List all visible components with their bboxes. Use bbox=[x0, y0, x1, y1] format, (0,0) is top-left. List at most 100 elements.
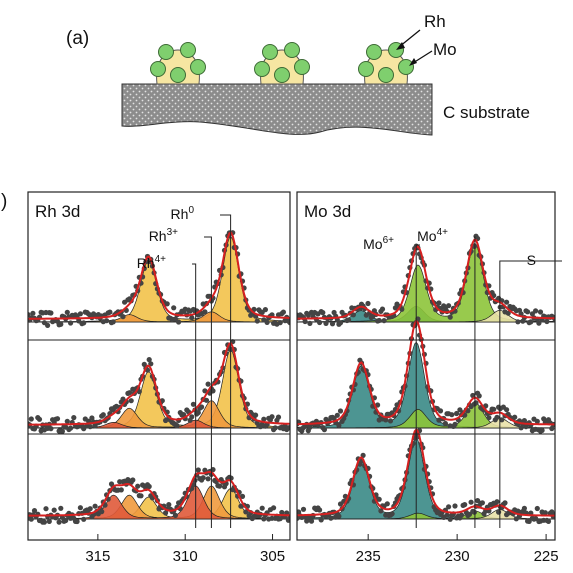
data-point bbox=[376, 496, 382, 502]
data-point bbox=[64, 309, 70, 315]
data-point bbox=[107, 309, 113, 315]
mo-atom bbox=[294, 59, 310, 75]
data-point bbox=[195, 467, 201, 473]
component-peak bbox=[297, 437, 555, 520]
data-point bbox=[512, 414, 518, 420]
data-point bbox=[302, 318, 308, 325]
data-point bbox=[504, 407, 510, 413]
data-point bbox=[534, 505, 540, 512]
rh-arrow-head bbox=[396, 42, 405, 50]
data-point bbox=[399, 306, 405, 312]
mo-atom bbox=[366, 44, 382, 60]
data-point bbox=[28, 516, 34, 522]
x-tick-label: 230 bbox=[445, 548, 470, 565]
data-point bbox=[259, 505, 265, 511]
data-point bbox=[384, 501, 390, 507]
data-point bbox=[350, 312, 356, 318]
data-point bbox=[334, 412, 340, 418]
data-point bbox=[202, 309, 208, 315]
mo-atom bbox=[398, 59, 414, 75]
data-point bbox=[45, 322, 51, 328]
data-point bbox=[71, 415, 77, 421]
panel-b-label: ) bbox=[1, 191, 7, 212]
data-point bbox=[542, 510, 548, 516]
data-point bbox=[166, 502, 172, 508]
data-point bbox=[138, 493, 144, 499]
data-point bbox=[442, 420, 448, 427]
data-point bbox=[436, 300, 442, 306]
x-tick-label: 310 bbox=[173, 548, 198, 565]
mo-arrow-head bbox=[409, 58, 417, 66]
data-point bbox=[48, 310, 54, 316]
data-point bbox=[171, 305, 177, 311]
rh-label: Rh bbox=[424, 12, 446, 31]
x-tick-label: 235 bbox=[356, 548, 381, 565]
peak-label: Rh4+ bbox=[137, 254, 166, 271]
data-point bbox=[471, 509, 477, 515]
data-point bbox=[136, 389, 142, 395]
substrate-label: C substrate bbox=[443, 103, 530, 122]
data-point bbox=[118, 487, 124, 493]
peak-label: Mo4+ bbox=[417, 227, 448, 244]
peak-guide-line bbox=[220, 214, 232, 528]
data-point bbox=[449, 412, 455, 418]
data-point bbox=[87, 424, 93, 430]
data-point bbox=[59, 428, 65, 434]
data-point bbox=[58, 321, 64, 327]
rh-3d-chart: Rh 3d Rh0 Rh3+ Rh4+ 315 310 305 bbox=[27, 191, 291, 565]
data-point bbox=[328, 515, 334, 521]
mo-atom bbox=[150, 61, 166, 77]
data-point bbox=[496, 509, 502, 515]
peak-guide-line bbox=[499, 260, 562, 528]
peak-guide-line bbox=[204, 236, 212, 528]
data-point bbox=[444, 512, 450, 518]
data-point bbox=[462, 502, 468, 508]
x-tick-label: 305 bbox=[260, 548, 285, 565]
data-point bbox=[261, 416, 267, 422]
mo-atom bbox=[262, 44, 278, 60]
data-point bbox=[534, 418, 540, 424]
data-point bbox=[172, 512, 178, 519]
data-point bbox=[200, 475, 206, 481]
data-point bbox=[64, 418, 70, 424]
data-point bbox=[533, 308, 539, 314]
data-point bbox=[239, 493, 246, 499]
data-point bbox=[275, 414, 282, 420]
data-point bbox=[28, 416, 34, 422]
data-point bbox=[189, 315, 195, 321]
data-point bbox=[58, 505, 64, 511]
data-point bbox=[336, 513, 342, 519]
data-point bbox=[317, 319, 323, 326]
data-point bbox=[383, 417, 389, 423]
data-point bbox=[48, 426, 54, 432]
data-point bbox=[479, 500, 485, 506]
data-point bbox=[81, 516, 87, 522]
data-point bbox=[502, 500, 508, 506]
data-point bbox=[261, 516, 267, 522]
data-point bbox=[528, 319, 534, 325]
data-point bbox=[110, 319, 116, 325]
data-point bbox=[346, 317, 352, 323]
data-point bbox=[486, 415, 492, 421]
fit-envelope bbox=[28, 231, 290, 320]
data-point bbox=[365, 300, 371, 307]
data-point bbox=[68, 425, 74, 431]
data-point bbox=[318, 517, 324, 523]
data-point bbox=[63, 517, 69, 524]
data-point bbox=[217, 483, 223, 489]
peak-label: S bbox=[527, 252, 536, 268]
data-point bbox=[146, 357, 152, 363]
data-point bbox=[253, 412, 259, 418]
data-point bbox=[30, 310, 36, 316]
peak-guide-line bbox=[192, 263, 197, 528]
data-point bbox=[447, 314, 453, 320]
data-point bbox=[323, 320, 329, 326]
data-point bbox=[466, 511, 473, 517]
data-point bbox=[74, 518, 80, 525]
panel-a-label: (a) bbox=[66, 28, 89, 49]
mo-atom bbox=[254, 61, 270, 77]
data-point bbox=[174, 423, 180, 429]
data-point bbox=[494, 414, 500, 420]
data-point bbox=[491, 406, 497, 412]
